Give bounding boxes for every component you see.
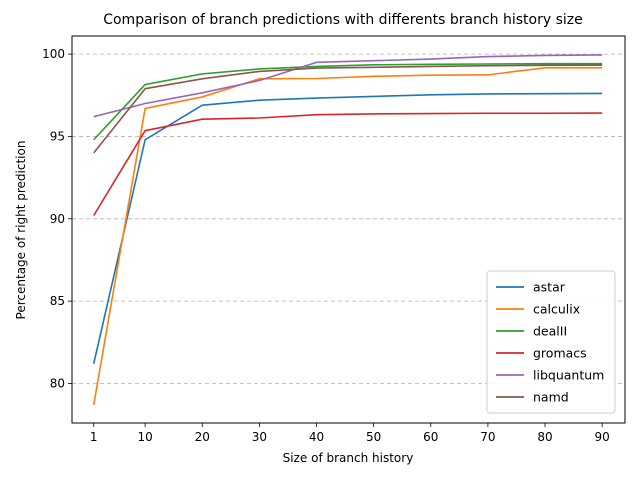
legend-label-libquantum: libquantum <box>533 368 604 383</box>
y-axis-ticks: 80 85 90 95 100 <box>42 47 72 390</box>
x-tick-label: 70 <box>480 430 495 444</box>
x-axis-label: Size of branch history <box>283 451 414 465</box>
x-tick-label: 1 <box>90 430 98 444</box>
x-tick-label: 60 <box>423 430 438 444</box>
y-tick-label: 95 <box>50 129 65 143</box>
series-line-astar <box>92 92 603 364</box>
y-tick-label: 85 <box>50 294 65 308</box>
series-line-gromacs <box>93 112 603 216</box>
series-line-calculix <box>92 66 603 406</box>
chart-title: Comparison of branch predictions with di… <box>103 12 583 28</box>
x-tick-label: 90 <box>595 430 610 444</box>
grid-lines <box>72 53 625 384</box>
series-lines <box>92 54 603 406</box>
series-line-dealII <box>93 62 603 141</box>
legend-box <box>486 270 616 414</box>
x-tick-label: 20 <box>195 430 210 444</box>
series-line-namd <box>93 64 603 154</box>
legend-label-dealII: dealII <box>533 324 567 339</box>
x-tick-label: 80 <box>537 430 552 444</box>
x-tick-label: 40 <box>309 430 324 444</box>
x-tick-label: 30 <box>252 430 267 444</box>
plot-frame <box>71 35 626 424</box>
x-tick-label: 50 <box>366 430 381 444</box>
legend: astar calculix dealII gromacs libquantum namd <box>486 270 616 414</box>
legend-label-astar: astar <box>533 280 566 295</box>
x-axis-ticks: 1 10 20 30 40 50 60 70 80 90 <box>90 423 610 444</box>
x-tick-label: 10 <box>137 430 152 444</box>
y-tick-label: 100 <box>42 47 65 61</box>
legend-label-calculix: calculix <box>533 302 580 317</box>
y-tick-label: 80 <box>50 376 65 390</box>
y-tick-label: 90 <box>50 212 65 226</box>
series-line-libquantum <box>93 54 603 118</box>
legend-label-gromacs: gromacs <box>533 346 587 361</box>
legend-label-namd: namd <box>533 390 569 405</box>
y-axis-label: Percentage of right prediction <box>14 141 28 320</box>
